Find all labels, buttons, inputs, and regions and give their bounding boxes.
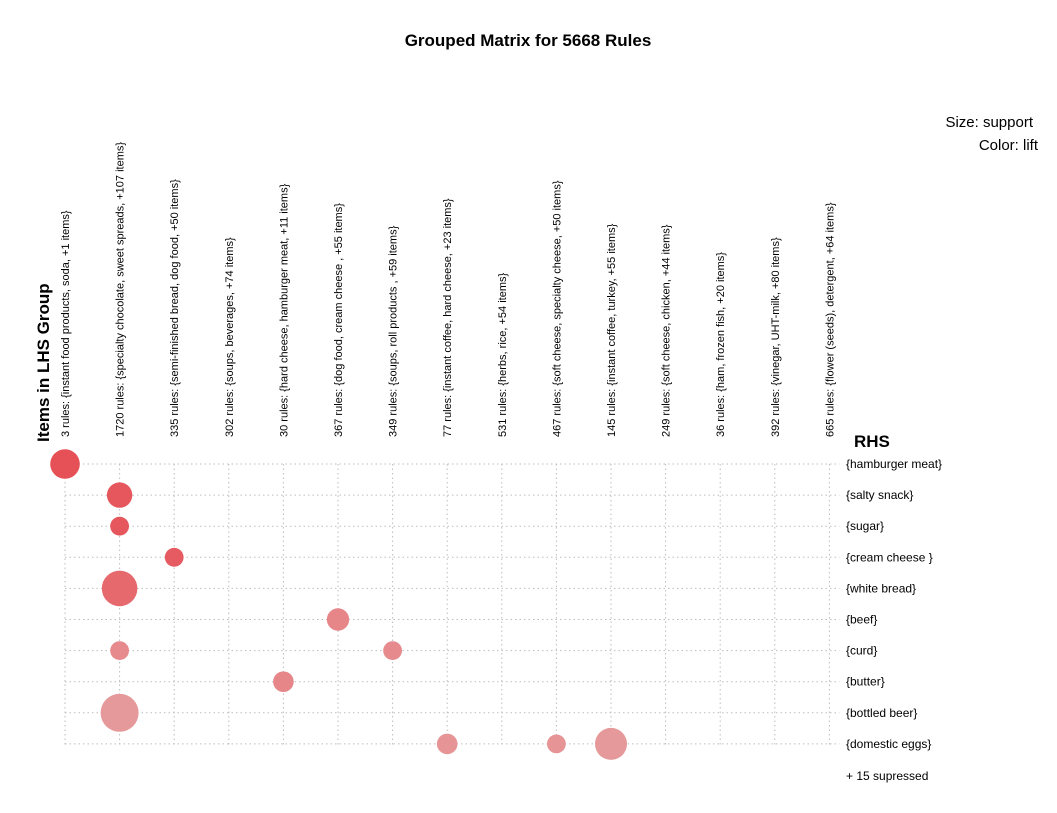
rule-point [326,608,350,631]
lhs-group-labels: 3 rules: {instant food products, soda, +… [60,142,836,437]
rule-point [164,547,184,567]
lhs-group-label: 302 rules: {soups, beverages, +74 items} [224,237,236,437]
rhs-item-label: {white bread} [846,581,916,595]
rhs-item-label: {hamburger meat} [846,457,942,471]
grid-lines [64,463,840,745]
lhs-group-label: 1720 rules: {specialty chocolate, sweet … [115,142,127,437]
chart-title: Grouped Matrix for 5668 Rules [405,31,652,50]
rule-point [595,727,627,760]
lhs-group-label: 249 rules: {soft cheese, chicken, +44 it… [661,224,673,437]
rhs-item-label: {salty snack} [846,488,913,502]
rhs-item-label: {curd} [846,644,877,658]
lhs-axis-label: Items in LHS Group [34,283,53,442]
legend-color-text: Color: lift [979,137,1039,154]
lhs-group-label: 349 rules: {soups, roll products , +59 i… [388,225,400,437]
rule-point [110,516,129,536]
legend-size-text: Size: support [945,114,1033,131]
rule-point [383,641,402,660]
rule-point [547,734,566,754]
rule-point [100,693,139,732]
lhs-group-label: 531 rules: {herbs, rice, +54 items} [497,273,509,437]
lhs-group-label: 36 rules: {ham, frozen fish, +20 items} [715,252,727,437]
suppressed-note: + 15 supressed [846,769,928,783]
rhs-item-labels: {hamburger meat} {salty snack} {sugar} {cre… [846,457,942,751]
lhs-group-label: 30 rules: {hard cheese, hamburger meat, … [278,183,290,437]
lhs-group-label: 467 rules: {soft cheese, specialty chees… [551,180,563,437]
lhs-group-label: 3 rules: {instant food products, soda, +… [60,210,72,437]
rule-point [110,641,129,660]
rhs-item-label: {cream cheese } [846,550,933,564]
lhs-group-label: 392 rules: {vinegar, UHT-milk, +80 items… [770,237,782,437]
lhs-group-label: 367 rules: {dog food, cream cheese , +55… [333,203,345,437]
rhs-item-label: {sugar} [846,519,884,533]
rule-point [50,449,80,479]
rule-point [273,671,294,692]
lhs-group-label: 145 rules: {instant coffee, turkey, +55 … [606,223,618,437]
rule-point [436,733,458,755]
rule-points [50,449,627,760]
lhs-group-label: 77 rules: {instant coffee, hard cheese, … [442,198,454,437]
rule-point [106,482,133,508]
rhs-item-label: {beef} [846,613,877,627]
rhs-axis-label: RHS [854,432,890,451]
lhs-group-label: 665 rules: {flower (seeds), detergent, +… [824,202,836,437]
rule-point [101,570,138,607]
rhs-item-label: {butter} [846,675,885,689]
rhs-item-label: {bottled beer} [846,706,917,720]
rhs-item-label: {domestic eggs} [846,737,931,751]
lhs-group-label: 335 rules: {semi-finished bread, dog foo… [169,179,181,437]
